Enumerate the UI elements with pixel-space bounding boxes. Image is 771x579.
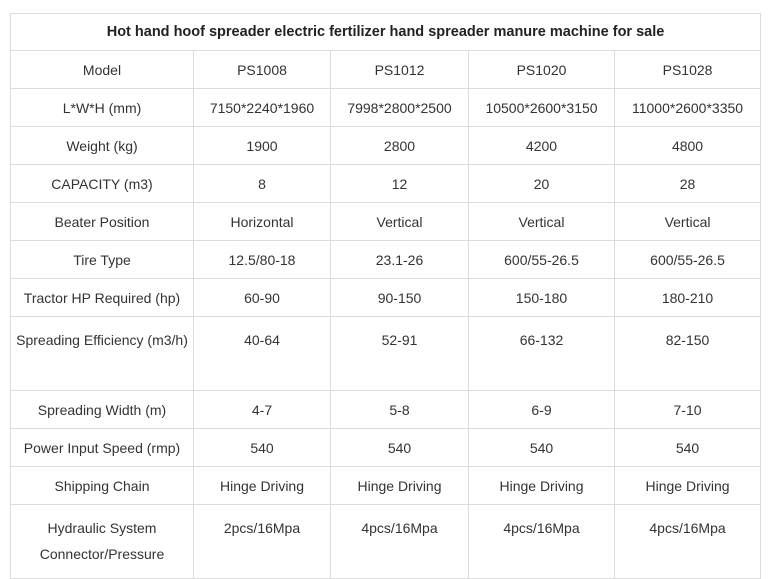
- table-cell: 8: [193, 164, 331, 203]
- table-cell: 52-91: [330, 316, 469, 391]
- table-cell: Hinge Driving: [613, 466, 762, 505]
- table-cell: 11000*2600*3350: [613, 88, 762, 127]
- table-cell: 4800: [613, 126, 762, 165]
- table-row: Beater Position Horizontal Vertical Vert…: [10, 202, 762, 241]
- table-cell: 40-64: [193, 316, 331, 391]
- row-label: L*W*H (mm): [10, 88, 194, 127]
- table-cell: 23.1-26: [330, 240, 469, 279]
- row-label: Tractor HP Required (hp): [10, 278, 194, 317]
- table-cell: 28: [613, 164, 762, 203]
- spec-table-container: Hot hand hoof spreader electric fertiliz…: [9, 13, 762, 579]
- table-cell: 90-150: [330, 278, 469, 317]
- table-row: Tire Type 12.5/80-18 23.1-26 600/55-26.5…: [10, 240, 762, 279]
- table-cell: 7998*2800*2500: [330, 88, 469, 127]
- table-cell: 66-132: [468, 316, 615, 391]
- table-cell: 4-7: [193, 390, 331, 429]
- table-cell: 150-180: [468, 278, 615, 317]
- table-cell: 600/55-26.5: [468, 240, 615, 279]
- column-header: PS1008: [193, 50, 331, 89]
- row-label: CAPACITY (m3): [10, 164, 194, 203]
- row-label: Spreading Width (m): [10, 390, 194, 429]
- column-header: PS1020: [468, 50, 615, 89]
- table-cell: 12.5/80-18: [193, 240, 331, 279]
- table-row: Spreading Efficiency (m3/h) 40-64 52-91 …: [10, 316, 762, 391]
- table-row: Shipping Chain Hinge Driving Hinge Drivi…: [10, 466, 762, 505]
- table-cell: 7150*2240*1960: [193, 88, 331, 127]
- table-cell: 12: [330, 164, 469, 203]
- table-cell: 7-10: [613, 390, 762, 429]
- table-cell: Hinge Driving: [330, 466, 469, 505]
- table-cell: 60-90: [193, 278, 331, 317]
- spec-table: Hot hand hoof spreader electric fertiliz…: [9, 13, 762, 579]
- table-cell: Hinge Driving: [193, 466, 331, 505]
- table-cell: Vertical: [330, 202, 469, 241]
- column-header: PS1012: [330, 50, 469, 89]
- header-row: Model PS1008 PS1012 PS1020 PS1028: [10, 50, 762, 89]
- table-cell: 82-150: [613, 316, 762, 391]
- table-cell: 5-8: [330, 390, 469, 429]
- table-cell: 2800: [330, 126, 469, 165]
- column-header: PS1028: [613, 50, 762, 89]
- row-label: Beater Position: [10, 202, 194, 241]
- column-header: Model: [10, 50, 194, 89]
- table-title: Hot hand hoof spreader electric fertiliz…: [9, 13, 762, 51]
- table-cell: 1900: [193, 126, 331, 165]
- table-cell: 4pcs/16Mpa: [468, 504, 615, 579]
- table-row: Spreading Width (m) 4-7 5-8 6-9 7-10: [10, 390, 762, 429]
- row-label: Spreading Efficiency (m3/h): [10, 316, 194, 391]
- table-row: Tractor HP Required (hp) 60-90 90-150 15…: [10, 278, 762, 317]
- table-cell: 4pcs/16Mpa: [613, 504, 762, 579]
- table-cell: Hinge Driving: [468, 466, 615, 505]
- table-cell: 20: [468, 164, 615, 203]
- table-cell: 4pcs/16Mpa: [330, 504, 469, 579]
- row-label: Power Input Speed (rmp): [10, 428, 194, 467]
- table-row: Hydraulic System Connector/Pressure 2pcs…: [10, 504, 762, 579]
- table-cell: 180-210: [613, 278, 762, 317]
- table-cell: 540: [193, 428, 331, 467]
- title-row: Hot hand hoof spreader electric fertiliz…: [9, 13, 762, 51]
- table-cell: 4200: [468, 126, 615, 165]
- table-cell: 6-9: [468, 390, 615, 429]
- table-cell: Horizontal: [193, 202, 331, 241]
- row-label: Weight (kg): [10, 126, 194, 165]
- table-cell: 600/55-26.5: [613, 240, 762, 279]
- row-label: Hydraulic System Connector/Pressure: [10, 504, 194, 579]
- table-cell: 2pcs/16Mpa: [193, 504, 331, 579]
- table-row: L*W*H (mm) 7150*2240*1960 7998*2800*2500…: [10, 88, 762, 127]
- table-row: Power Input Speed (rmp) 540 540 540 540: [10, 428, 762, 467]
- table-cell: 10500*2600*3150: [468, 88, 615, 127]
- table-cell: 540: [613, 428, 762, 467]
- table-row: CAPACITY (m3) 8 12 20 28: [10, 164, 762, 203]
- table-cell: 540: [468, 428, 615, 467]
- table-cell: Vertical: [468, 202, 615, 241]
- table-row: Weight (kg) 1900 2800 4200 4800: [10, 126, 762, 165]
- table-cell: 540: [330, 428, 469, 467]
- row-label: Shipping Chain: [10, 466, 194, 505]
- table-cell: Vertical: [613, 202, 762, 241]
- row-label: Tire Type: [10, 240, 194, 279]
